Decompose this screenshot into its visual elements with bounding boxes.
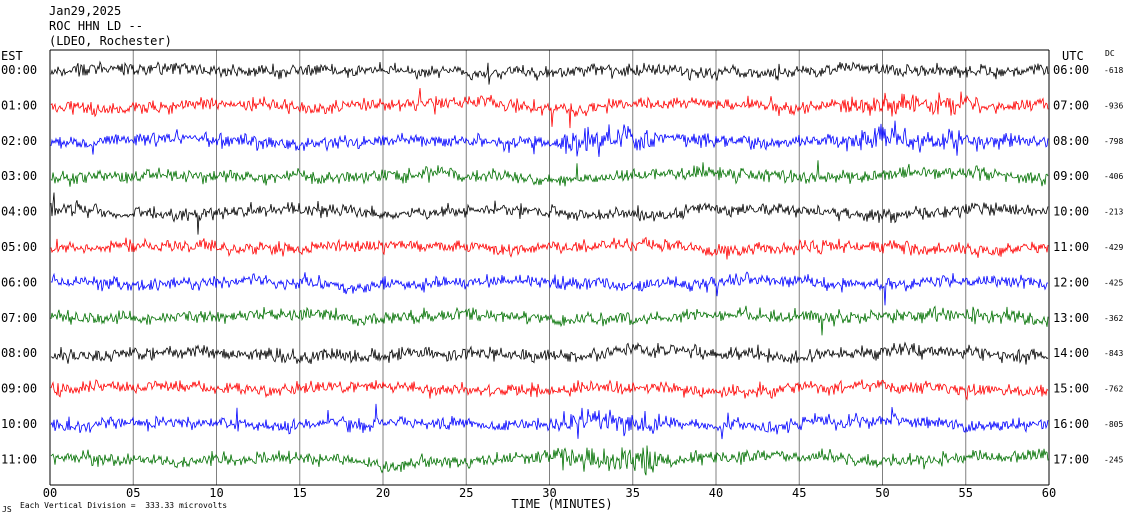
dc-offset-label: -762 xyxy=(1104,385,1123,394)
plot-date: Jan29,2025 xyxy=(49,4,122,18)
utc-hour-label: 11:00 xyxy=(1053,240,1089,254)
dc-offset-label: -213 xyxy=(1104,208,1123,217)
est-hour-label: 04:00 xyxy=(1,205,37,219)
scale-note: Each Vertical Division = 333.33 microvol… xyxy=(20,501,228,510)
dc-offset-label: -843 xyxy=(1104,349,1123,358)
seismic-trace xyxy=(50,379,1049,401)
dc-offset-label: -798 xyxy=(1104,137,1123,146)
utc-hour-label: 06:00 xyxy=(1053,63,1089,77)
est-hour-label: 06:00 xyxy=(1,275,37,289)
x-tick-label: 05 xyxy=(126,486,140,500)
est-hour-label: 08:00 xyxy=(1,346,37,360)
utc-axis-label: UTC xyxy=(1062,49,1084,63)
est-hour-label: 10:00 xyxy=(1,417,37,431)
trace-group xyxy=(50,60,1049,476)
dc-offset-label: -936 xyxy=(1104,101,1123,110)
utc-hour-label: 09:00 xyxy=(1053,169,1089,183)
dc-offset-label: -618 xyxy=(1104,66,1123,75)
utc-hour-label: 16:00 xyxy=(1053,417,1089,431)
plot-station: ROC HHN LD -- xyxy=(49,19,143,33)
est-hour-label: 00:00 xyxy=(1,63,37,77)
utc-hour-label: 17:00 xyxy=(1053,452,1089,466)
est-hour-label: 05:00 xyxy=(1,240,37,254)
x-tick-label: 20 xyxy=(376,486,390,500)
seismic-trace xyxy=(50,305,1049,336)
utc-hour-label: 08:00 xyxy=(1053,134,1089,148)
seismic-trace xyxy=(50,403,1049,440)
utc-hour-label: 12:00 xyxy=(1053,275,1089,289)
est-hour-label: 09:00 xyxy=(1,382,37,396)
dc-offset-label: -406 xyxy=(1104,172,1123,181)
x-tick-label: 15 xyxy=(293,486,307,500)
utc-hour-label: 07:00 xyxy=(1053,98,1089,112)
seismic-trace xyxy=(50,445,1049,476)
est-hour-label: 11:00 xyxy=(1,452,37,466)
x-tick-label: 60 xyxy=(1042,486,1056,500)
x-tick-label: 30 xyxy=(542,486,556,500)
x-tick-label: 00 xyxy=(43,486,57,500)
est-hour-label: 03:00 xyxy=(1,169,37,183)
plot-network: (LDEO, Rochester) xyxy=(49,34,172,48)
utc-hour-label: 10:00 xyxy=(1053,205,1089,219)
dc-axis-label: DC xyxy=(1105,49,1115,58)
seismic-trace xyxy=(50,160,1049,187)
x-tick-label: 45 xyxy=(792,486,806,500)
dc-offset-label: -245 xyxy=(1104,455,1123,464)
utc-hour-label: 13:00 xyxy=(1053,311,1089,325)
seismic-trace xyxy=(50,120,1049,157)
x-axis-title: TIME (MINUTES) xyxy=(511,497,612,511)
seismic-trace xyxy=(50,271,1048,306)
utc-hour-label: 14:00 xyxy=(1053,346,1089,360)
seismic-trace xyxy=(50,87,1049,129)
grid-lines xyxy=(132,50,967,485)
dc-offset-label: -805 xyxy=(1104,420,1123,429)
seismic-trace xyxy=(50,236,1049,260)
corner-mark: JS xyxy=(2,505,12,514)
x-tick-label: 35 xyxy=(626,486,640,500)
axis-labels: EST UTC DC 00:00 06:00 -618 01:00 07:00 -936 02:0… xyxy=(1,49,1123,511)
x-tick-label: 50 xyxy=(875,486,889,500)
seismic-trace xyxy=(50,341,1049,365)
x-tick-label: 40 xyxy=(709,486,723,500)
est-hour-label: 02:00 xyxy=(1,134,37,148)
dc-offset-label: -362 xyxy=(1104,314,1123,323)
x-tick-label: 25 xyxy=(459,486,473,500)
x-tick-label: 10 xyxy=(209,486,223,500)
dc-offset-label: -429 xyxy=(1104,243,1123,252)
x-tick-label: 55 xyxy=(959,486,973,500)
est-axis-label: EST xyxy=(1,49,23,63)
utc-hour-label: 15:00 xyxy=(1053,382,1089,396)
seismic-trace xyxy=(50,60,1049,85)
dc-offset-label: -425 xyxy=(1104,278,1123,287)
plot-frame xyxy=(49,49,1050,486)
est-hour-label: 07:00 xyxy=(1,311,37,325)
est-hour-label: 01:00 xyxy=(1,98,37,112)
seismic-trace xyxy=(50,192,1049,235)
